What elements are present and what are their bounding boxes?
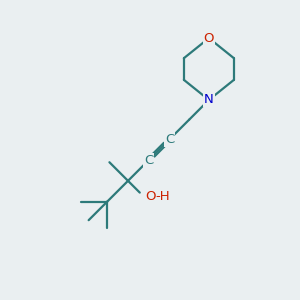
Text: C: C	[165, 133, 174, 146]
Text: O: O	[145, 190, 155, 202]
Text: C: C	[144, 154, 153, 166]
Text: N: N	[204, 93, 214, 106]
Text: O: O	[204, 32, 214, 45]
Text: -H: -H	[156, 190, 170, 202]
